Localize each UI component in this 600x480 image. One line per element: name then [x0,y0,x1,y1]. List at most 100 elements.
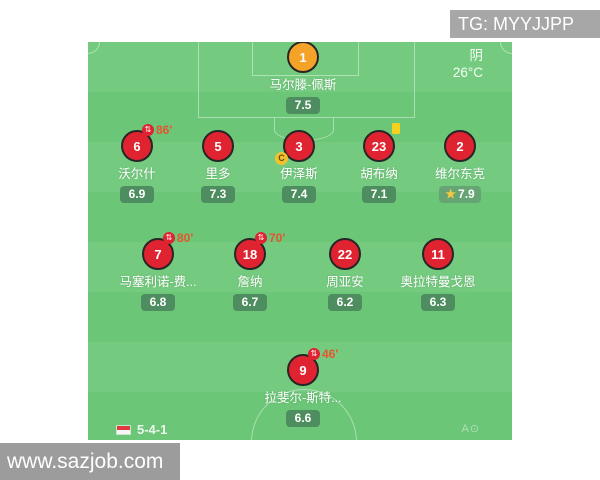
corner-arc-left [88,42,100,54]
player-number-circle: 11 [422,238,454,270]
substitution-arrows-icon: ⇅ [163,232,175,244]
player-chip[interactable]: 18 ⇅ 70' 詹纳 6.7 [188,231,312,311]
player-rating-badge: 6.2 [327,294,363,311]
substitution-badge: ⇅ 70' [255,231,285,245]
app-logo-icon: A⊙ [461,423,480,435]
player-rating-value: 6.9 [128,187,146,201]
player-name: 周亚安 [326,275,364,289]
player-rating-value: 7.9 [458,187,475,201]
player-number: 2 [456,138,464,154]
player-number: 1 [299,49,307,65]
substitution-badge: ⇅ 46' [308,347,338,361]
watermark-bottom-left: www.sazjob.com [0,443,180,480]
player-rating-badge: ★ 7.9 [439,186,481,203]
player-name: 维尔东克 [434,167,485,181]
substitution-minute: 86' [156,123,173,137]
player-chip[interactable]: 2 维尔东克 ★ 7.9 [398,130,512,203]
player-marker: 2 [444,130,476,162]
corner-arc-right [500,42,512,54]
player-number: 23 [371,138,387,154]
player-name: 沃尔什 [118,167,156,181]
player-number: 6 [133,138,141,154]
player-name: 伊泽斯 [280,167,318,181]
player-name: 奥拉特曼戈恩 [400,275,476,289]
player-marker: 3 C [275,130,315,165]
player-chip[interactable]: 22 周亚安 6.2 [283,238,407,311]
player-rating-value: 7.1 [370,187,388,201]
substitution-minute: 46' [322,347,339,361]
player-rating-badge: 7.4 [281,186,317,203]
player-marker: 9 ⇅ 46' [287,347,338,386]
player-chip[interactable]: 23 胡布纳 7.1 [317,123,441,203]
watermark-top-right: TG: MYYJJPP [450,10,600,38]
player-name: 马塞利诺-费... [119,275,197,289]
substitution-arrows-icon: ⇅ [308,348,320,360]
weather-temperature: 26°C [452,65,483,80]
player-number-circle: 3 [283,130,315,162]
player-chip[interactable]: 1 马尔滕-佩斯 7.5 [241,42,365,114]
yellow-card-icon [392,123,400,134]
player-chip[interactable]: 5 里多 7.3 [156,130,280,203]
substitution-minute: 80' [177,231,194,245]
player-marker: 1 [287,42,319,73]
player-marker: 18 ⇅ 70' [234,231,285,270]
player-rating-badge: 6.6 [285,410,321,427]
pitch: 阴 26°C 5-4-1 A⊙ 1 马尔滕-佩斯 7.5 6 ⇅ [88,42,512,440]
player-rating-value: 7.3 [209,187,227,201]
player-number: 18 [242,246,258,262]
player-rating-value: 6.8 [149,295,167,309]
player-number: 9 [299,362,307,378]
player-rating-badge: 7.1 [361,186,397,203]
player-number-circle: 2 [444,130,476,162]
goal-area-line [252,42,359,76]
player-name: 里多 [205,167,231,181]
player-chip[interactable]: 3 C 伊泽斯 7.4 [237,130,361,203]
player-rating-value: 7.4 [290,187,308,201]
player-marker: 7 ⇅ 80' [142,231,193,270]
player-name: 马尔滕-佩斯 [269,78,337,92]
player-rating-badge: 6.8 [140,294,176,311]
player-marker: 5 [202,130,234,162]
substitution-badge: ⇅ 86' [142,123,172,137]
player-rating-badge: 7.5 [285,97,321,114]
player-chip[interactable]: 9 ⇅ 46' 拉斐尔-斯特... 6.6 [241,347,365,427]
player-name: 詹纳 [237,275,263,289]
player-rating-value: 7.5 [294,98,312,112]
player-marker: 22 [329,238,361,270]
player-number: 11 [431,246,445,262]
player-marker: 6 ⇅ 86' [121,123,172,162]
player-chip[interactable]: 11 奥拉特曼戈恩 6.3 [376,238,500,311]
player-rating-badge: 6.7 [232,294,268,311]
player-number: 7 [154,246,162,262]
player-number-circle: 23 [363,130,395,162]
player-rating-badge: 6.3 [420,294,456,311]
formation-info: 5-4-1 [116,422,167,437]
weather-info: 阴 26°C [453,47,483,81]
substitution-badge: ⇅ 80' [163,231,193,245]
weather-condition: 阴 [469,48,484,63]
player-number-circle: 22 [329,238,361,270]
indonesia-flag-icon [116,424,131,435]
player-chip[interactable]: 6 ⇅ 86' 沃尔什 6.9 [88,123,199,203]
player-rating-value: 6.7 [241,295,259,309]
player-marker: 23 [363,123,400,162]
player-marker: 11 [422,238,454,270]
star-icon: ★ [445,187,457,201]
player-name: 拉斐尔-斯特... [264,391,342,405]
substitution-minute: 70' [269,231,286,245]
player-number-circle: 1 [287,42,319,73]
substitution-arrows-icon: ⇅ [255,232,267,244]
player-rating-badge: 7.3 [200,186,236,203]
player-rating-value: 6.2 [336,295,354,309]
player-number: 22 [337,246,353,262]
player-number-circle: 5 [202,130,234,162]
formation-label: 5-4-1 [137,422,168,437]
player-rating-value: 6.6 [294,411,312,425]
substitution-arrows-icon: ⇅ [142,124,154,136]
player-number: 5 [214,138,222,154]
captain-badge: C [275,152,288,165]
player-rating-value: 6.3 [429,295,447,309]
player-rating-badge: 6.9 [119,186,155,203]
player-chip[interactable]: 7 ⇅ 80' 马塞利诺-费... 6.8 [96,231,220,311]
player-number: 3 [295,138,303,154]
